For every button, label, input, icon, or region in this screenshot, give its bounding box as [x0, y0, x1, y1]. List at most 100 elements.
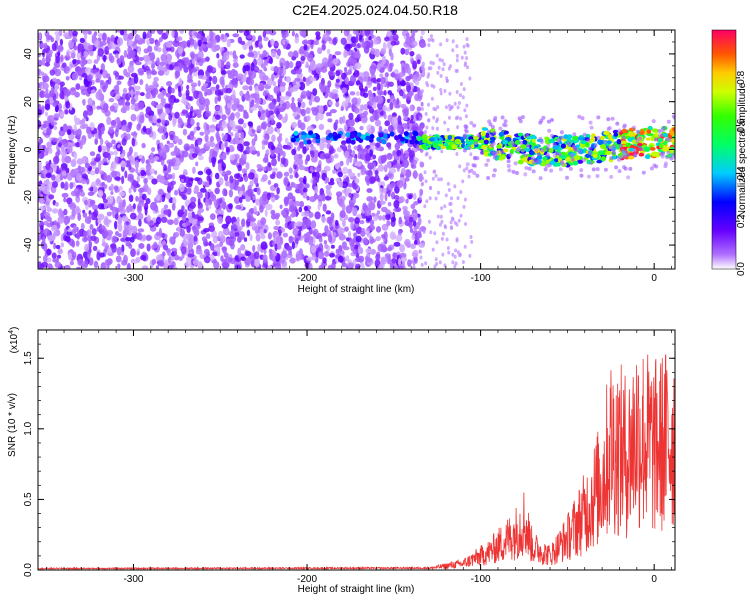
- spectrum-point: [362, 71, 370, 79]
- spectrum-point: [399, 77, 403, 82]
- spectrum-point: [256, 150, 260, 157]
- spectrum-point: [88, 257, 94, 266]
- spectrum-point: [586, 174, 591, 179]
- spectrum-point: [635, 139, 640, 143]
- spectrum-point: [253, 177, 259, 185]
- spectrum-point: [179, 183, 185, 193]
- spectrum-point: [373, 39, 379, 45]
- spectrum-point: [248, 172, 255, 180]
- spectrum-point: [110, 191, 114, 195]
- spectrum-point: [193, 90, 200, 100]
- spectrum-point: [253, 225, 259, 232]
- spectrum-point: [439, 214, 443, 219]
- spectrum-point: [538, 136, 543, 141]
- spectrum-point: [123, 32, 129, 42]
- spectrum-point: [220, 33, 225, 40]
- spectrum-point: [92, 204, 99, 211]
- spectrum-point: [137, 67, 145, 74]
- spectrum-point: [325, 112, 331, 117]
- spectrum-point: [273, 183, 279, 188]
- spectrum-point: [189, 130, 195, 137]
- spectrum-point: [172, 165, 180, 171]
- spectrum-point: [413, 257, 418, 264]
- spectrum-point: [43, 180, 47, 186]
- spectrum-point: [440, 149, 444, 154]
- spectrum-point: [384, 36, 390, 42]
- spectrum-point: [97, 203, 105, 210]
- spectrum-point: [335, 220, 339, 226]
- spectrum-point: [254, 66, 259, 71]
- spectrum-point: [246, 40, 252, 47]
- spectrum-point: [163, 151, 167, 159]
- spectrum-point: [110, 132, 114, 139]
- spectrum-point: [157, 147, 165, 157]
- signal-point: [644, 154, 651, 160]
- spectrum-point: [197, 191, 203, 199]
- spectrum-point: [507, 168, 512, 173]
- spectrum-point: [298, 225, 303, 232]
- spectrum-point: [493, 153, 498, 158]
- spectrum-point: [71, 30, 78, 37]
- spectrum-point: [364, 86, 368, 93]
- signal-point: [613, 132, 619, 137]
- spectrum-point: [292, 228, 299, 236]
- signal-point: [301, 134, 306, 140]
- spectrum-point: [444, 193, 448, 198]
- spectrum-point: [163, 164, 168, 172]
- spectrum-point: [251, 138, 256, 147]
- spectrum-point: [393, 155, 399, 161]
- spectrum-point: [229, 132, 234, 137]
- spectrum-point: [387, 259, 392, 265]
- spectrum-point: [275, 219, 281, 226]
- spectrum-point: [214, 172, 220, 180]
- spectrum-point: [89, 199, 96, 206]
- spectrum-point: [126, 224, 134, 231]
- spectrum-point: [247, 52, 255, 58]
- spectrum-point: [165, 41, 173, 48]
- spectrum-point: [368, 94, 375, 101]
- spectrum-point: [79, 76, 83, 81]
- spectrum-point: [455, 44, 459, 49]
- spectrum-point: [271, 50, 277, 58]
- spectrum-point: [303, 205, 309, 212]
- spectrum-point: [87, 74, 93, 82]
- spectrum-point: [46, 248, 52, 256]
- spectrum-point: [249, 234, 253, 242]
- spectrum-point: [293, 200, 301, 207]
- spectrum-point: [318, 123, 325, 131]
- spectrum-point: [284, 178, 288, 187]
- spectrum-point: [374, 170, 379, 176]
- spectrum-point: [392, 150, 396, 157]
- spectrum-point: [128, 146, 133, 155]
- spectrum-point: [309, 196, 317, 203]
- spectrum-point: [181, 109, 187, 115]
- spectrum-point: [459, 116, 462, 121]
- spectrum-point: [285, 245, 293, 251]
- spectrum-point: [383, 164, 388, 173]
- spectrum-point: [156, 57, 160, 66]
- spectrum-point: [531, 160, 536, 165]
- spectrum-point: [271, 134, 276, 143]
- spectrum-point: [182, 195, 188, 201]
- spectrum-point: [462, 204, 466, 209]
- y-tick-label: 20: [23, 96, 34, 108]
- spectrum-point: [453, 264, 457, 269]
- spectrum-point: [355, 36, 359, 43]
- top-x-ticks: -300 -200 -100 0: [46, 30, 672, 284]
- spectrum-point: [102, 157, 108, 163]
- spectrum-point: [384, 209, 391, 215]
- spectrum-point: [455, 53, 459, 58]
- spectrum-point: [162, 251, 166, 257]
- spectrum-point: [350, 36, 357, 43]
- spectrum-point: [654, 164, 659, 169]
- spectrum-point: [298, 206, 303, 213]
- spectrum-point: [145, 163, 152, 171]
- spectrum-point: [420, 262, 424, 267]
- spectrum-point: [147, 187, 152, 196]
- spectrum-point: [193, 42, 198, 50]
- spectrum-point: [197, 75, 204, 79]
- spectrum-point: [114, 176, 121, 181]
- signal-point: [645, 137, 651, 141]
- spectrum-point: [291, 96, 295, 103]
- spectrum-point: [305, 90, 311, 97]
